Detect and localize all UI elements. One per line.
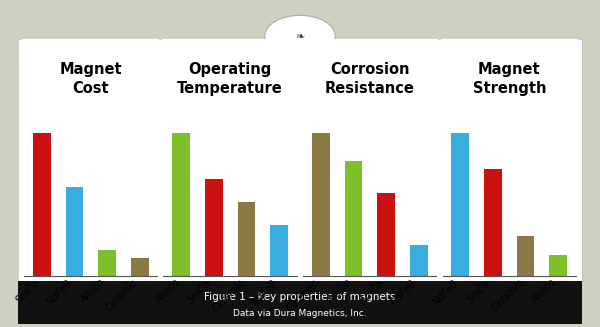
Text: ❧: ❧ [295,32,305,42]
Bar [451,133,469,276]
Text: Corrosion
Resistance: Corrosion Resistance [325,62,415,95]
Bar [172,133,190,276]
Bar [410,245,428,276]
Bar [517,236,535,276]
Bar [549,255,567,276]
Bar [65,187,83,276]
Bar [484,169,502,276]
Bar [312,133,330,276]
Text: Figure 1 – Key properties of magnets: Figure 1 – Key properties of magnets [205,292,395,302]
Bar [205,179,223,276]
Bar [238,202,256,276]
Bar [131,258,149,276]
Text: Magnet
Strength: Magnet Strength [473,62,546,95]
Bar [98,250,116,276]
Bar [377,193,395,276]
Bar [270,225,288,276]
Text: Magnet
Cost: Magnet Cost [59,62,122,95]
Circle shape [265,15,335,57]
Text: Operating
Temperature: Operating Temperature [178,62,283,95]
Bar [344,162,362,276]
Bar [33,133,51,276]
Text: Data via Dura Magnetics, Inc.: Data via Dura Magnetics, Inc. [233,309,367,318]
